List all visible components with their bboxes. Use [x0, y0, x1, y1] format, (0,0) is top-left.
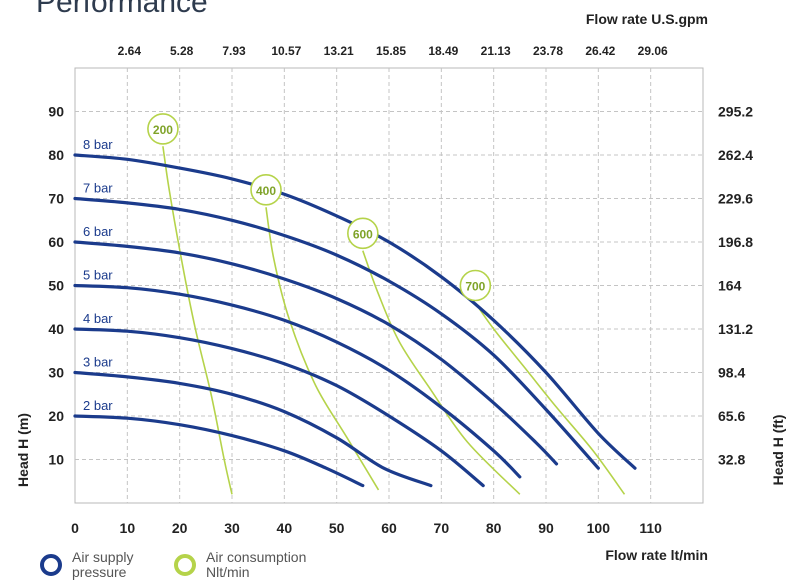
x-axis-title: Flow rate lt/min: [605, 547, 708, 563]
grid: [74, 67, 704, 504]
x-tick-label: 30: [224, 520, 240, 536]
right-tick-label: 32.8: [718, 452, 745, 468]
x-tick-label: 100: [587, 520, 611, 536]
y-tick-label: 10: [48, 452, 64, 468]
y-tick-label: 30: [48, 365, 64, 381]
y-right-axis-title: Head H (ft): [770, 415, 786, 486]
y-axis-title: Head H (m): [15, 413, 31, 487]
legend-air-supply-line1: Air supply: [72, 549, 134, 565]
y-tick-label: 20: [48, 408, 64, 424]
top-tick-label: 10.57: [271, 44, 301, 58]
top-tick-label: 29.06: [638, 44, 668, 58]
consumption-label: 200: [153, 123, 173, 137]
pressure-curve-2-bar: [73, 414, 365, 488]
y-tick-label: 70: [48, 191, 64, 207]
x-tick-label: 50: [329, 520, 345, 536]
pressure-label: 3 bar: [83, 355, 113, 370]
y-tick-label: 50: [48, 278, 64, 294]
right-tick-label: 131.2: [718, 321, 753, 337]
consumption-marker-circle: [347, 217, 379, 250]
pressure-label: 5 bar: [83, 268, 113, 283]
y-tick-label: 60: [48, 234, 64, 250]
top-axis-title: Flow rate U.S.gpm: [586, 11, 708, 27]
consumption-marker-circle: [250, 174, 282, 206]
right-tick-label: 196.8: [718, 234, 753, 250]
x-tick-label: 20: [172, 520, 188, 536]
consumption-marker-circle: [459, 269, 492, 302]
pressure-label: 6 bar: [83, 224, 113, 239]
legend-air-consumption-line1: Air consumption: [206, 549, 307, 565]
top-tick-label: 23.78: [533, 44, 563, 58]
top-tick-label: 18.49: [428, 44, 458, 58]
consumption-curve-600: [362, 250, 521, 495]
consumption-curve-400: [265, 207, 380, 491]
top-tick-label: 15.85: [376, 44, 406, 58]
right-tick-label: 262.4: [718, 147, 753, 163]
labels: 2 bar 3 bar 4 bar 5 bar 6 bar 7 bar 8 bar 200 40…: [83, 113, 492, 413]
x-tick-label: 10: [120, 520, 136, 536]
top-tick-label: 21.13: [481, 44, 511, 58]
legend-air-supply: Air supply pressure: [38, 550, 178, 586]
right-tick-label: 229.6: [718, 191, 753, 207]
legend-air-supply-line2: pressure: [72, 564, 127, 580]
pressure-label: 7 bar: [83, 181, 113, 196]
consumption-label: 600: [353, 227, 373, 241]
air-supply-ring-icon: [40, 554, 62, 576]
top-tick-label: 26.42: [585, 44, 615, 58]
pressure-label: 2 bar: [83, 398, 113, 413]
pressure-curve-5-bar: [73, 283, 522, 479]
page-title: Performance: [36, 0, 208, 19]
right-tick-label: 65.6: [718, 408, 745, 424]
x-tick-label: 110: [639, 520, 662, 536]
pressure-label: 8 bar: [83, 137, 113, 152]
pressure-curve-3-bar: [73, 370, 433, 488]
pressure-curve-6-bar: [73, 240, 559, 466]
pressure-curve-7-bar: [73, 196, 600, 470]
top-tick-label: 2.64: [118, 44, 142, 58]
x-tick-label: 90: [538, 520, 554, 536]
x-tick-label: 80: [486, 520, 502, 536]
top-tick-label: 13.21: [324, 44, 354, 58]
legend-air-consumption: Air consumption Nlt/min: [172, 550, 342, 586]
right-tick-label: 295.2: [718, 104, 753, 120]
right-tick-label: 98.4: [718, 365, 745, 381]
axes: 0 10 20 30 40 50 60 70 80 90 100 110 10 20 30 40 50 60 70 8…: [15, 11, 786, 563]
x-tick-label: 40: [277, 520, 293, 536]
pressure-label: 4 bar: [83, 311, 113, 326]
right-tick-label: 164: [718, 278, 742, 294]
top-tick-label: 7.93: [222, 44, 246, 58]
legend-air-consumption-line2: Nlt/min: [206, 564, 250, 580]
x-tick-label: 70: [434, 520, 450, 536]
y-tick-label: 80: [48, 147, 64, 163]
top-tick-label: 5.28: [170, 44, 194, 58]
x-tick-label: 0: [71, 520, 79, 536]
consumption-label: 400: [256, 184, 276, 198]
consumption-label: 700: [465, 280, 485, 294]
y-tick-label: 90: [48, 104, 64, 120]
air-consumption-ring-icon: [174, 554, 196, 576]
x-tick-label: 60: [381, 520, 397, 536]
y-tick-label: 40: [48, 321, 64, 337]
consumption-curve-200: [162, 146, 233, 495]
consumption-curve-700: [474, 302, 626, 495]
consumption-marker-circle: [147, 113, 179, 145]
pressure-curve-4-bar: [73, 327, 485, 488]
